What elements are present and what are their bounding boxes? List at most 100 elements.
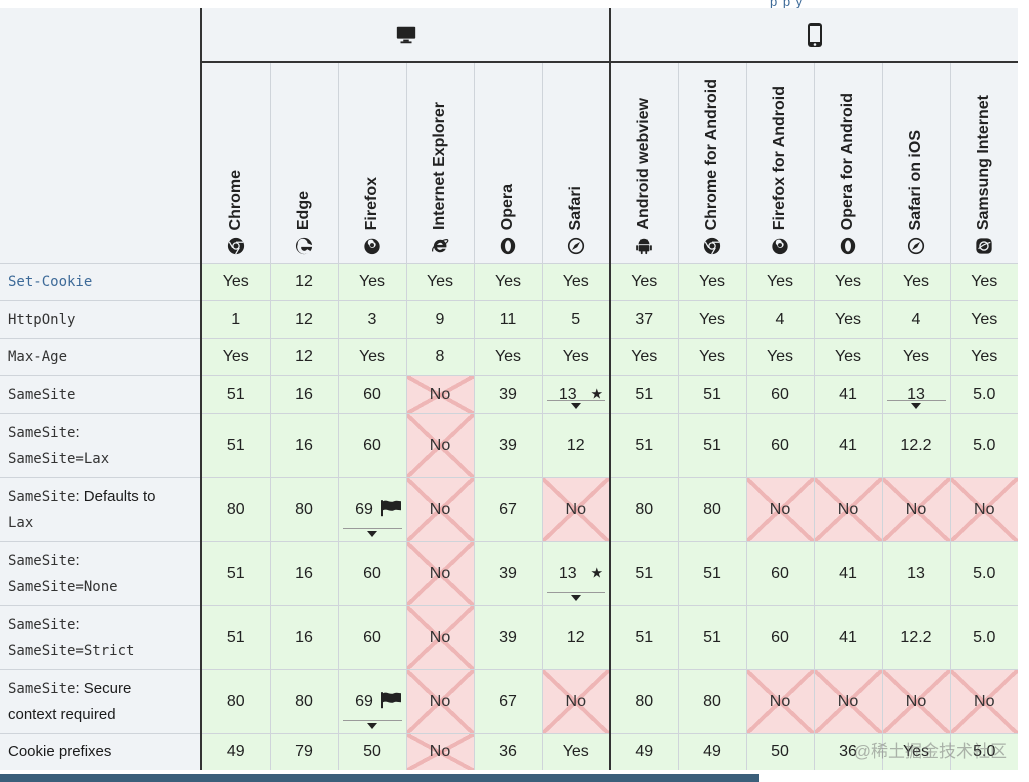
browser-header-firefox: Firefox (337, 62, 406, 264)
support-cell-safari[interactable]: 13 ★ (541, 541, 610, 606)
corner-cell (0, 8, 202, 264)
support-version: Yes (971, 310, 998, 328)
feature-name-cell: SameSite: Secure context required (0, 669, 202, 734)
support-cell-edge: 80 (269, 477, 338, 542)
support-version: 5.0 (973, 436, 996, 454)
support-cell-samsung-internet: Yes (949, 338, 1019, 376)
top-link-fragment[interactable]: p p y (770, 0, 804, 9)
support-cell-edge: 12 (269, 338, 338, 376)
expand-notes-toggle[interactable] (886, 400, 946, 412)
support-cell-firefox-for-android: 4 (745, 300, 814, 339)
browser-header-row: Chrome Edge Firefox Internet Explorer Opera S… (0, 62, 1019, 264)
support-cell-android-webview: 37 (609, 300, 678, 339)
support-cell-samsung-internet: 5.0 (949, 605, 1019, 670)
support-version: 51 (226, 564, 245, 582)
support-version: Yes (222, 273, 249, 290)
support-cell-safari-on-ios: 12.2 (881, 605, 950, 670)
browser-header-edge: Edge (269, 62, 338, 264)
support-cell-firefox-for-android: Yes (745, 263, 814, 301)
support-version: 51 (635, 385, 654, 403)
feature-row: Set-Cookie Yes 12 Yes Yes Yes Yes Yes Yes Yes Yes Y… (0, 263, 1019, 301)
support-version: 13 (558, 385, 577, 403)
support-version: Yes (834, 273, 862, 290)
browser-header-chrome-for-android: Chrome for Android (677, 62, 746, 264)
support-version: 69 (355, 500, 373, 518)
support-version: 60 (363, 564, 381, 582)
feature-code-value: Lax (8, 514, 34, 531)
support-cell-opera: 36 (473, 733, 542, 770)
support-cell-opera: Yes (473, 338, 542, 376)
no-support-label: No (837, 692, 859, 710)
support-version: 16 (295, 628, 313, 646)
no-support-label: No (565, 692, 586, 710)
support-version: 12 (295, 273, 313, 290)
support-cell-firefox[interactable]: 69 (337, 669, 406, 734)
chevron-down-icon (570, 403, 581, 409)
support-cell-chrome-for-android: 51 (677, 413, 746, 478)
no-support-label: No (905, 692, 927, 710)
feature-row: SameSite: SameSite=None 51 16 60 No 39 13 ★ 51 51 6… (0, 541, 1019, 606)
mobile-icon (611, 22, 1018, 48)
feature-code: SameSite (8, 386, 76, 403)
feature-row: SameSite: SameSite=Lax 51 16 60 No 39 12 51 51 60 4… (0, 413, 1019, 478)
platform-mobile (608, 8, 1019, 63)
browser-header-android-webview: Android webview (609, 62, 678, 264)
feature-code-value: SameSite=None (8, 578, 118, 595)
expand-notes-toggle[interactable] (342, 528, 402, 540)
support-cell-opera-for-android: Yes (813, 263, 882, 301)
support-cell-opera: 67 (473, 477, 542, 542)
support-cell-opera-for-android: No (813, 477, 882, 542)
no-support-label: No (974, 692, 995, 710)
browser-name: Internet Explorer (431, 101, 448, 230)
support-cell-firefox-for-android: No (745, 477, 814, 542)
support-cell-firefox: 60 (337, 413, 406, 478)
flag-icon (380, 499, 402, 517)
footnote-star-icon: ★ (590, 385, 603, 402)
expand-notes-toggle[interactable] (342, 720, 402, 732)
support-version: 11 (499, 310, 517, 328)
browser-name: Samsung Internet (975, 94, 993, 230)
support-cell-android-webview: 80 (609, 477, 678, 542)
support-cell-safari-on-ios[interactable]: 13 (881, 375, 950, 414)
support-cell-safari: No (541, 477, 610, 542)
support-cell-firefox[interactable]: 69 (337, 477, 406, 542)
feature-link[interactable]: Set-Cookie (8, 273, 92, 290)
browser-header-safari-on-ios: Safari on iOS (881, 62, 950, 264)
samsung-internet-icon (975, 237, 993, 255)
feature-name-cell: HttpOnly (0, 300, 202, 339)
support-version: Yes (902, 348, 930, 365)
feature-row: SameSite: Defaults to Lax 80 80 69 No 67 No 80 80… (0, 477, 1019, 542)
support-version: 80 (226, 692, 245, 710)
support-cell-samsung-internet: No (949, 477, 1019, 542)
expand-notes-toggle[interactable] (546, 400, 605, 412)
no-support-label: No (429, 500, 451, 518)
support-cell-firefox: Yes (337, 263, 406, 301)
support-version: 51 (703, 564, 721, 582)
feature-code: SameSite (8, 424, 76, 441)
browser-name: Safari on iOS (907, 129, 924, 230)
support-cell-safari: No (541, 669, 610, 734)
expand-notes-toggle[interactable] (546, 592, 605, 604)
support-cell-opera: 39 (473, 413, 542, 478)
support-version: 51 (703, 436, 721, 454)
support-version: 4 (775, 310, 785, 328)
support-version: Yes (358, 348, 386, 365)
support-version: 80 (635, 500, 654, 518)
support-cell-safari: 12 (541, 605, 610, 670)
feature-text: : (75, 615, 80, 633)
no-support-label: No (429, 692, 451, 710)
support-version: 8 (435, 348, 445, 365)
support-cell-safari[interactable]: 13 ★ (541, 375, 610, 414)
support-version: 39 (499, 436, 517, 454)
feature-row: SameSite: SameSite=Strict 51 16 60 No 39 12 51 51… (0, 605, 1019, 670)
safari-icon (567, 237, 585, 255)
support-cell-samsung-internet: Yes (949, 300, 1019, 339)
support-cell-opera: 39 (473, 605, 542, 670)
support-cell-safari-on-ios: 13 (881, 541, 950, 606)
support-cell-safari-on-ios: No (881, 669, 950, 734)
feature-name-cell: SameSite: SameSite=Strict (0, 605, 202, 670)
support-cell-internet-explorer: No (405, 733, 474, 770)
support-version: 12 (295, 348, 313, 365)
support-cell-internet-explorer: 9 (405, 300, 474, 339)
feature-text: : (75, 551, 80, 569)
